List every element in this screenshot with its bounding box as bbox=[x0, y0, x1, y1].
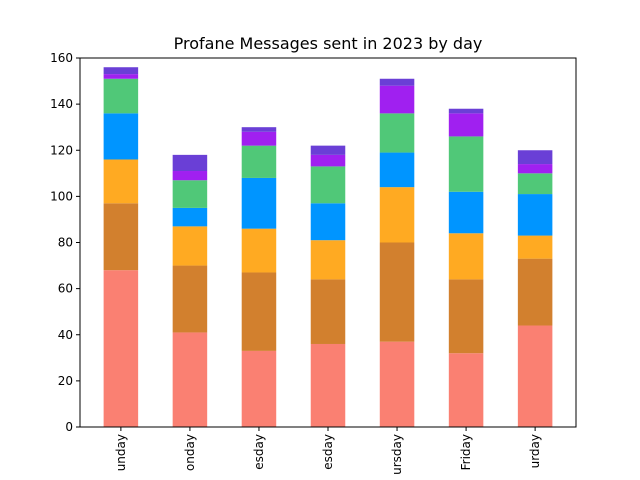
bar-segment bbox=[448, 353, 484, 427]
bar-segment bbox=[517, 164, 553, 174]
bar-segment bbox=[103, 270, 139, 427]
bar-segment bbox=[241, 127, 277, 132]
bar-segment bbox=[517, 325, 553, 427]
x-tick-label: unday bbox=[114, 434, 128, 471]
bar-segment bbox=[310, 279, 346, 344]
bar-segment bbox=[379, 113, 415, 153]
bar-segment bbox=[241, 228, 277, 273]
bars bbox=[103, 67, 553, 427]
bar-segment bbox=[448, 191, 484, 234]
y-tick-label: 80 bbox=[58, 236, 73, 250]
x-tick-label: urday bbox=[528, 434, 542, 468]
y-tick-label: 60 bbox=[58, 282, 73, 296]
bar-segment bbox=[448, 136, 484, 192]
bar-segment bbox=[517, 194, 553, 236]
bar-segment bbox=[310, 145, 346, 155]
y-tick-label: 160 bbox=[50, 51, 73, 65]
bar-segment bbox=[379, 85, 415, 114]
y-tick-label: 20 bbox=[58, 374, 73, 388]
bar-segment bbox=[172, 171, 208, 181]
x-tick-label: esday bbox=[321, 434, 335, 470]
bar-segment bbox=[379, 78, 415, 86]
x-tick-label: ursday bbox=[390, 434, 404, 475]
bar-segment bbox=[241, 177, 277, 229]
bar-segment bbox=[448, 113, 484, 137]
bar-segment bbox=[103, 67, 139, 75]
y-tick-label: 0 bbox=[65, 420, 73, 434]
bar-segment bbox=[310, 343, 346, 427]
bar-segment bbox=[517, 173, 553, 195]
x-axis: unday onday esday esday ursday Friday urday bbox=[114, 427, 542, 475]
bar-segment bbox=[172, 226, 208, 266]
bar-segment bbox=[103, 159, 139, 204]
bar-segment bbox=[310, 154, 346, 167]
bar-segment bbox=[517, 258, 553, 326]
bar-segment bbox=[172, 332, 208, 427]
bar-segment bbox=[379, 341, 415, 427]
bar-segment bbox=[172, 207, 208, 227]
bar-segment bbox=[103, 78, 139, 114]
y-tick-label: 100 bbox=[50, 189, 73, 203]
y-tick-label: 140 bbox=[50, 97, 73, 111]
bar-segment bbox=[172, 265, 208, 333]
bar-segment bbox=[448, 108, 484, 114]
y-axis: 0 20 40 60 80 100 120 140 160 bbox=[50, 51, 80, 434]
bar-segment bbox=[103, 74, 139, 79]
bar-segment bbox=[517, 235, 553, 259]
bar-segment bbox=[448, 233, 484, 280]
bar-segment bbox=[310, 166, 346, 204]
bar-segment bbox=[517, 150, 553, 165]
bar-segment bbox=[241, 272, 277, 351]
y-tick-label: 40 bbox=[58, 328, 73, 342]
x-tick-label: Friday bbox=[459, 434, 473, 470]
bar-segment bbox=[103, 113, 139, 160]
bar-segment bbox=[310, 203, 346, 241]
bar-segment bbox=[241, 350, 277, 427]
bar-segment bbox=[172, 154, 208, 171]
chart-title: Profane Messages sent in 2023 by day bbox=[174, 34, 483, 53]
bar-segment bbox=[310, 240, 346, 280]
bar-segment bbox=[241, 131, 277, 146]
y-tick-label: 120 bbox=[50, 143, 73, 157]
bar-segment bbox=[103, 203, 139, 271]
x-tick-label: esday bbox=[252, 434, 266, 470]
bar-segment bbox=[172, 180, 208, 208]
bar-segment bbox=[379, 187, 415, 243]
bar-segment bbox=[241, 145, 277, 178]
bar-segment bbox=[448, 279, 484, 354]
plot-frame bbox=[79, 57, 577, 428]
x-tick-label: onday bbox=[183, 434, 197, 471]
bar-segment bbox=[379, 242, 415, 342]
bar-segment bbox=[379, 152, 415, 188]
